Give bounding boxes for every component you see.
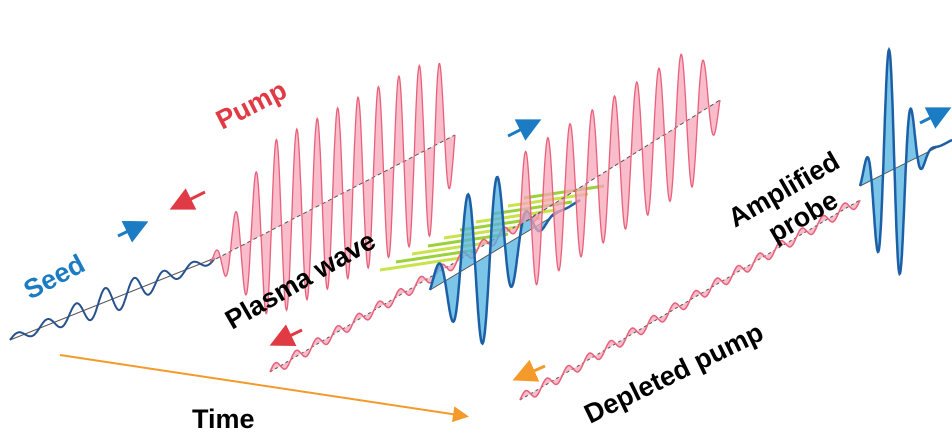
depleted-arrow — [269, 324, 303, 347]
pump-wave-2 — [519, 53, 721, 286]
amplified-arrow — [507, 119, 542, 141]
time-label: Time — [192, 404, 255, 434]
plasma-line — [411, 240, 493, 256]
probe-arrow — [919, 107, 952, 129]
plasma-line — [379, 256, 461, 272]
depleted-pump-label: Depleted pump — [579, 317, 767, 429]
time-arrow — [59, 354, 469, 423]
amplified-pulse-fill — [430, 177, 580, 344]
depleted-arrow-2 — [512, 359, 546, 382]
probe-pulse — [858, 46, 952, 277]
seed-wave — [9, 257, 216, 341]
seed-label: Seed — [19, 249, 90, 306]
depleted-pump-wave-2 — [519, 199, 861, 401]
pump-wave — [209, 62, 456, 315]
pump-arrow — [169, 188, 206, 210]
plasma-line — [443, 224, 525, 240]
plasma-line — [523, 184, 605, 200]
seed-arrow — [117, 220, 149, 243]
waves — [9, 46, 952, 401]
pump-label: Pump — [211, 75, 291, 136]
pump-wave-fill — [210, 63, 455, 314]
